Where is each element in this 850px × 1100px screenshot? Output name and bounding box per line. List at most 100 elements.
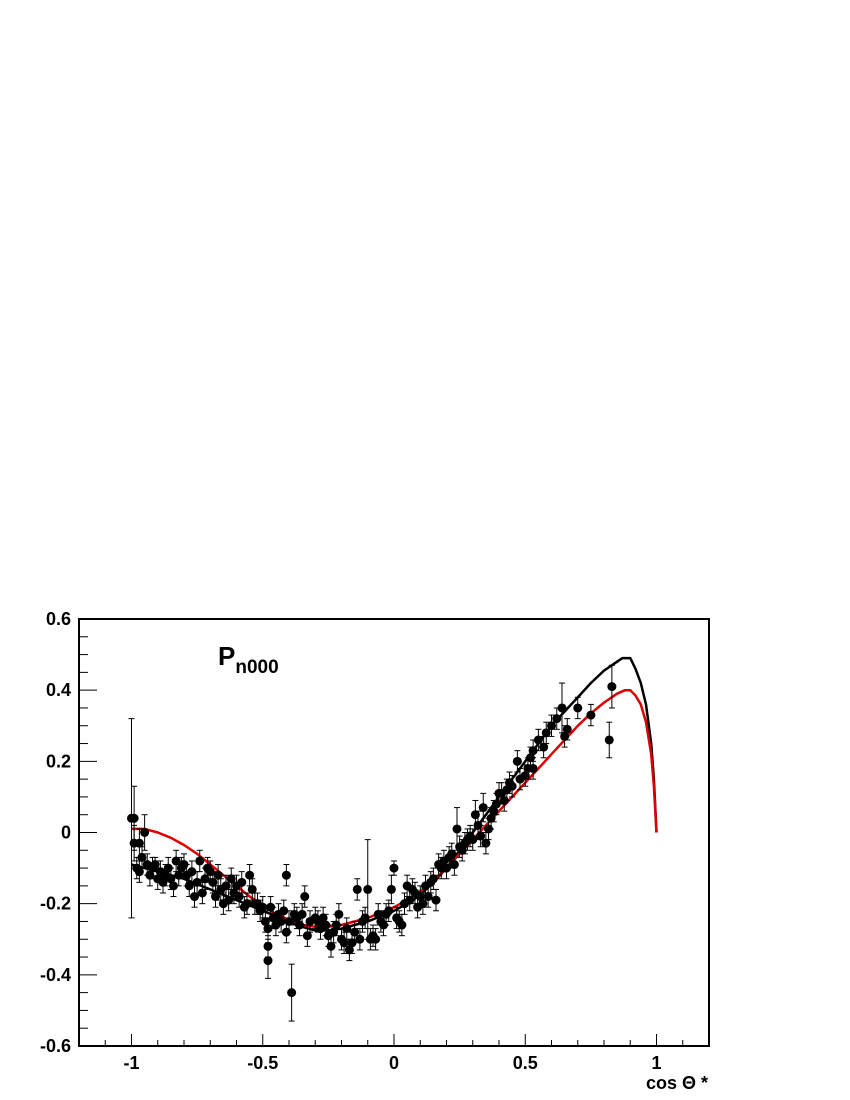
y-tick-label: 0.4 — [46, 680, 71, 700]
data-point — [541, 728, 551, 738]
data-point — [247, 884, 257, 894]
data-point — [179, 860, 189, 870]
data-point — [169, 881, 178, 891]
data-point — [528, 746, 538, 756]
data-point — [350, 927, 360, 937]
data-point — [224, 895, 234, 905]
data-point — [489, 806, 499, 816]
data-point — [195, 856, 205, 866]
data-point — [386, 884, 396, 894]
data-point — [539, 742, 549, 752]
x-axis-title: cos Θ * — [646, 1073, 708, 1093]
data-point — [200, 874, 210, 884]
data-point — [507, 781, 517, 791]
x-tick-label: 0.5 — [513, 1053, 538, 1073]
axis-ticks — [78, 618, 710, 1047]
data-point — [137, 852, 147, 862]
data-point — [234, 892, 244, 902]
data-point — [478, 803, 488, 813]
data-point — [470, 810, 480, 820]
data-point — [347, 938, 357, 948]
y-tick-label: 0.6 — [46, 609, 71, 629]
data-point — [352, 884, 362, 894]
data-point — [171, 856, 181, 866]
data-point — [573, 703, 583, 713]
data-point — [560, 731, 570, 741]
data-point — [211, 892, 220, 902]
data-point — [397, 920, 407, 930]
x-tick-label: -0.5 — [247, 1053, 278, 1073]
data-point — [428, 874, 438, 884]
data-point — [344, 945, 354, 955]
data-point — [431, 895, 441, 905]
data-point — [379, 920, 388, 930]
data-point — [604, 735, 614, 745]
data-point — [318, 913, 328, 923]
data-point — [190, 892, 199, 902]
data-point — [468, 835, 478, 845]
data-point — [533, 735, 543, 745]
y-tick-labels: -0.6 -0.4 -0.2 0 0.2 0.4 0.6 — [40, 609, 71, 1056]
data-point — [263, 956, 273, 966]
data-point — [484, 824, 493, 834]
data-point — [208, 877, 218, 887]
data-point — [552, 714, 562, 724]
data-point — [213, 870, 223, 880]
data-point — [321, 920, 331, 930]
data-point — [266, 902, 276, 912]
data-point — [342, 924, 352, 934]
data-point — [373, 909, 383, 919]
data-point — [300, 892, 310, 902]
data-point — [279, 906, 289, 916]
data-point — [476, 831, 486, 841]
data-point — [423, 892, 433, 902]
data-point — [150, 860, 160, 870]
data-point — [447, 849, 457, 859]
data-point — [415, 892, 425, 902]
data-point — [221, 881, 231, 891]
x-tick-labels: -1 -0.5 0 0.5 1 — [123, 1053, 661, 1073]
data-point — [260, 916, 270, 926]
data-point — [473, 820, 483, 830]
data-point — [405, 895, 415, 905]
data-point — [389, 863, 399, 873]
data-point — [326, 941, 336, 951]
data-point — [418, 899, 428, 909]
data-point — [174, 870, 184, 880]
data-point — [486, 813, 496, 823]
data-point — [520, 771, 530, 781]
data-point — [295, 920, 304, 930]
data-point — [339, 938, 349, 948]
data-point — [371, 934, 381, 944]
data-point — [284, 916, 294, 926]
data-point — [129, 813, 139, 823]
data-point — [197, 888, 207, 898]
data-point — [302, 931, 312, 941]
data-point — [263, 924, 273, 934]
y-tick-label: 0.2 — [46, 751, 71, 771]
data-point — [242, 899, 252, 909]
x-tick-label: 1 — [651, 1053, 661, 1073]
data-point — [334, 909, 344, 919]
data-point — [134, 838, 144, 848]
data-point — [452, 824, 462, 834]
data-point — [449, 860, 459, 870]
data-point — [363, 884, 373, 894]
data-point — [140, 828, 150, 837]
annotation-subscript: n000 — [235, 657, 278, 678]
data-point — [134, 867, 144, 877]
data-point — [145, 870, 155, 880]
data-point — [281, 927, 291, 937]
data-points — [127, 682, 617, 998]
data-point — [205, 867, 215, 877]
data-point — [360, 913, 370, 923]
data-point — [557, 703, 567, 713]
data-point — [166, 874, 176, 884]
y-tick-label: -0.2 — [40, 894, 71, 914]
data-point — [329, 927, 339, 937]
data-point — [331, 920, 341, 930]
data-point — [457, 845, 467, 855]
data-point — [512, 756, 522, 766]
y-tick-label: 0 — [61, 823, 71, 843]
